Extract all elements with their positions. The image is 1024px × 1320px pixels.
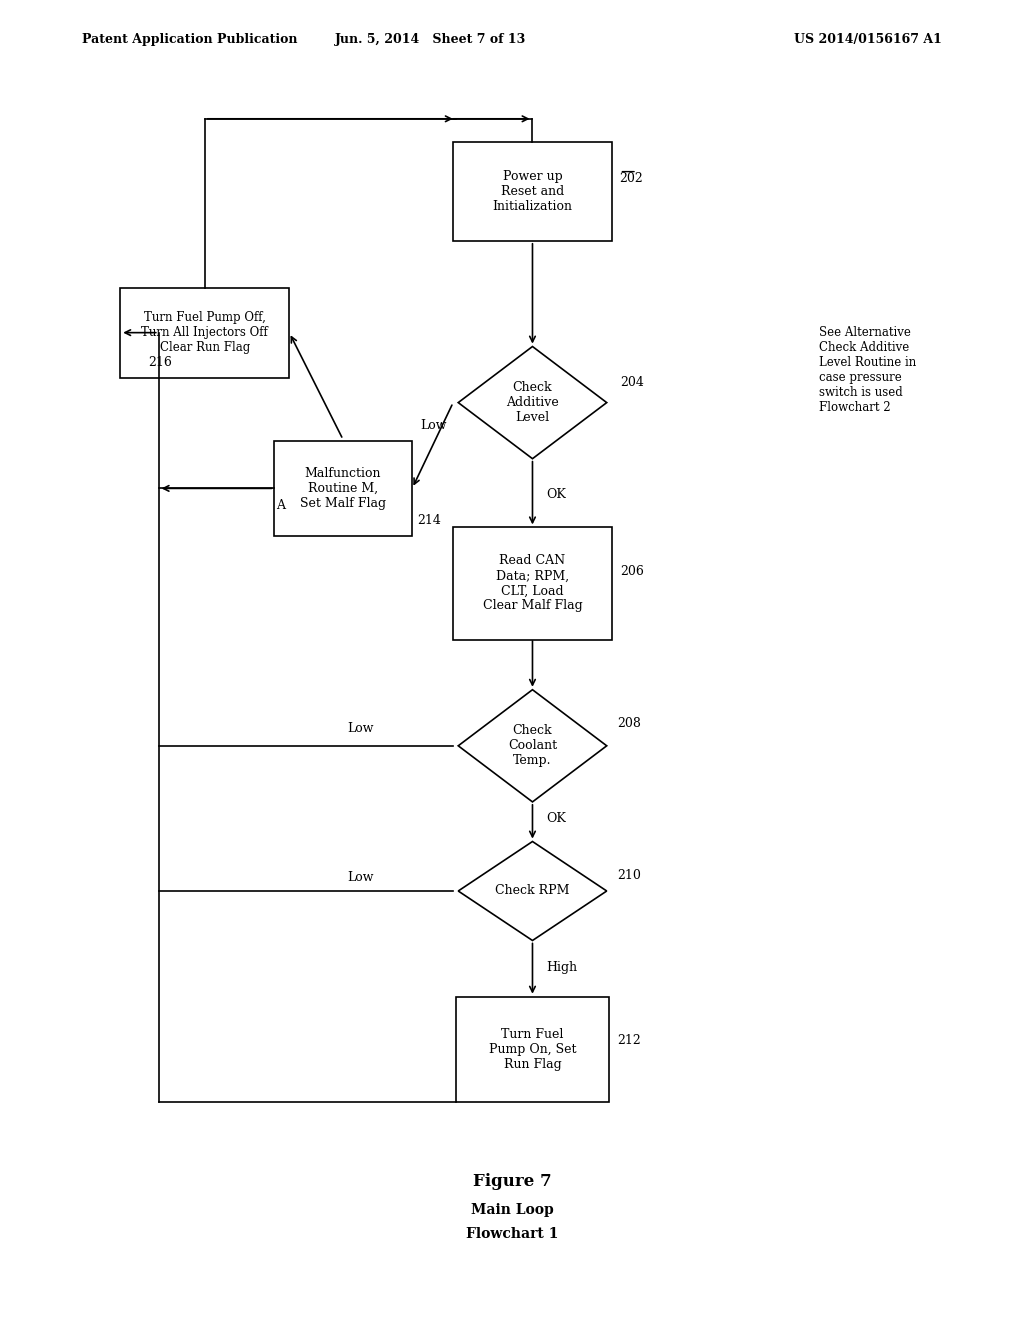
Text: 210: 210	[617, 869, 641, 882]
Text: Flowchart 1: Flowchart 1	[466, 1228, 558, 1241]
Text: Low: Low	[347, 722, 374, 735]
Text: Read CAN
Data; RPM,
CLT, Load
Clear Malf Flag: Read CAN Data; RPM, CLT, Load Clear Malf…	[482, 554, 583, 612]
FancyBboxPatch shape	[453, 143, 612, 242]
Text: OK: OK	[546, 812, 565, 825]
Text: Patent Application Publication: Patent Application Publication	[82, 33, 297, 46]
Text: 208: 208	[617, 717, 641, 730]
Text: US 2014/0156167 A1: US 2014/0156167 A1	[795, 33, 942, 46]
Text: Check RPM: Check RPM	[496, 884, 569, 898]
FancyBboxPatch shape	[121, 288, 290, 378]
Text: Check
Coolant
Temp.: Check Coolant Temp.	[508, 725, 557, 767]
Text: Power up
Reset and
Initialization: Power up Reset and Initialization	[493, 170, 572, 213]
Text: 204: 204	[621, 376, 644, 389]
Text: Low: Low	[420, 418, 446, 432]
Text: A: A	[276, 499, 286, 512]
Text: Low: Low	[347, 871, 374, 884]
Text: 216: 216	[148, 356, 172, 370]
Polygon shape	[459, 347, 606, 459]
FancyBboxPatch shape	[453, 527, 612, 639]
FancyBboxPatch shape	[456, 997, 609, 1102]
FancyBboxPatch shape	[274, 441, 412, 536]
Text: 202: 202	[620, 172, 643, 185]
Text: High: High	[546, 961, 577, 974]
Text: 212: 212	[617, 1034, 641, 1047]
Text: Turn Fuel Pump Off,
Turn All Injectors Off
Clear Run Flag: Turn Fuel Pump Off, Turn All Injectors O…	[141, 312, 268, 354]
Text: 206: 206	[621, 565, 644, 578]
Polygon shape	[459, 689, 606, 801]
Text: Malfunction
Routine M,
Set Malf Flag: Malfunction Routine M, Set Malf Flag	[300, 467, 386, 510]
Text: Turn Fuel
Pump On, Set
Run Flag: Turn Fuel Pump On, Set Run Flag	[488, 1028, 577, 1071]
Polygon shape	[459, 842, 606, 940]
Text: Main Loop: Main Loop	[471, 1204, 553, 1217]
Text: Jun. 5, 2014   Sheet 7 of 13: Jun. 5, 2014 Sheet 7 of 13	[335, 33, 525, 46]
Text: See Alternative
Check Additive
Level Routine in
case pressure
switch is used
Flo: See Alternative Check Additive Level Rou…	[819, 326, 916, 413]
Text: Figure 7: Figure 7	[473, 1173, 551, 1189]
Text: Check
Additive
Level: Check Additive Level	[506, 381, 559, 424]
Text: OK: OK	[546, 488, 565, 502]
Text: 214: 214	[417, 513, 440, 527]
